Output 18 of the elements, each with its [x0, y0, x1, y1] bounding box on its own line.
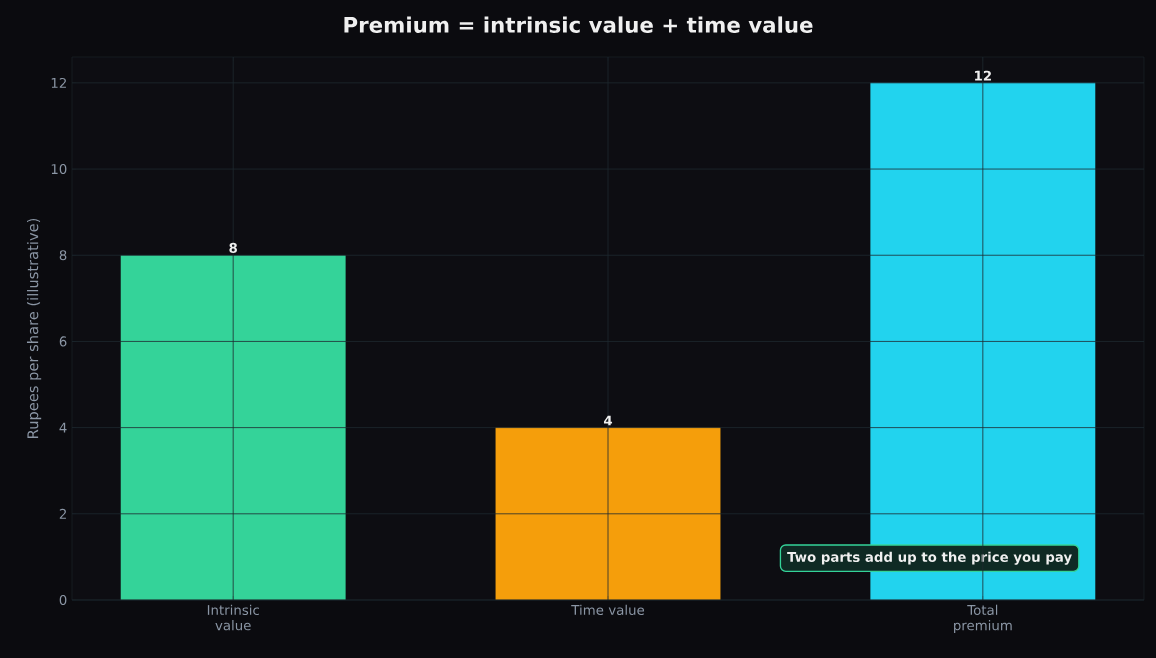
annotation: Two parts add up to the price you pay	[787, 551, 1072, 565]
y-axis-title: Rupees per share (illustrative)	[26, 218, 42, 438]
data-label: 4	[603, 415, 613, 426]
y-tick-label: 8	[59, 250, 67, 261]
y-tick-label: 6	[59, 336, 67, 347]
y-tick-label: 10	[51, 163, 67, 175]
y-tick-label: 4	[59, 422, 67, 433]
bar	[120, 255, 346, 600]
data-label: 8	[229, 242, 237, 253]
data-label: 12	[975, 70, 991, 81]
x-tick-label: Total premium	[954, 604, 1012, 633]
x-tick-label: Time value	[571, 604, 645, 616]
chart-title: Premium = intrinsic value + time value	[344, 16, 813, 33]
bar	[495, 427, 721, 600]
x-tick-label: Intrinsic value	[207, 604, 259, 631]
y-tick-label: 2	[59, 508, 66, 519]
y-tick-label: 0	[59, 594, 67, 606]
y-tick-label: 12	[51, 77, 66, 88]
